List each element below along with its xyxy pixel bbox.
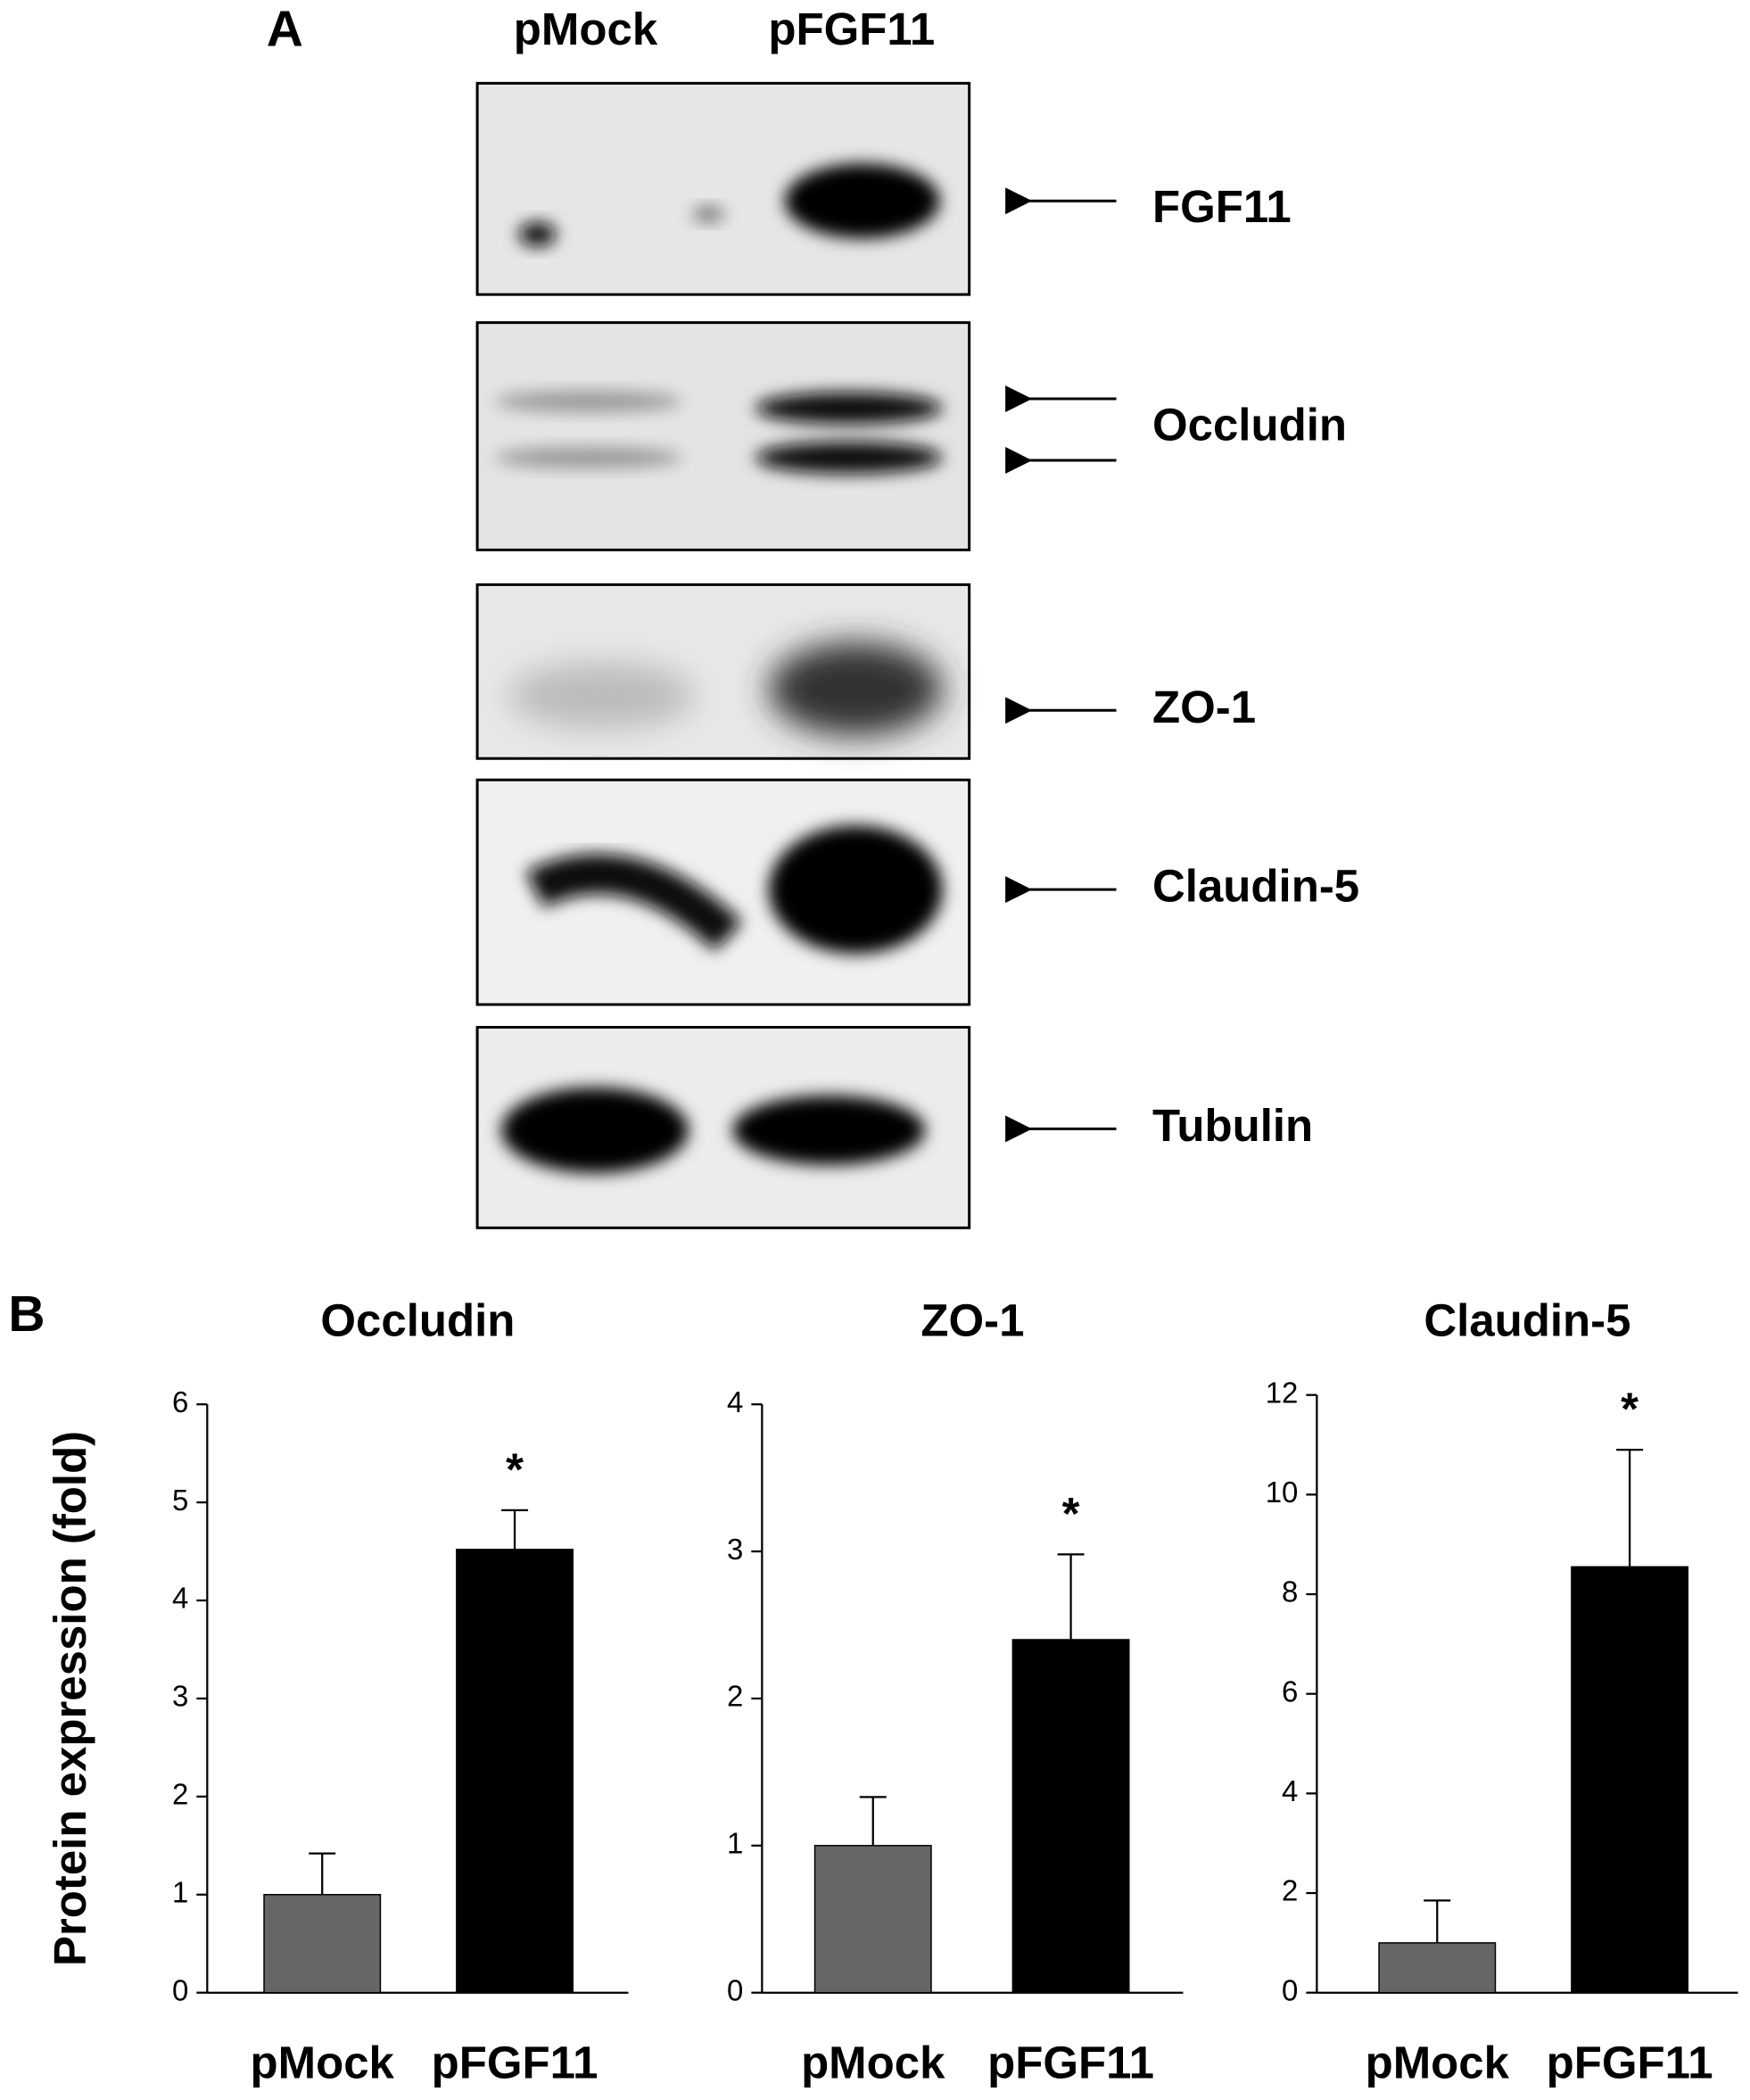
bar: [263, 1894, 382, 1994]
band-label: Tubulin: [1152, 1100, 1313, 1151]
error-bar: [1057, 1553, 1085, 1640]
band: [501, 1087, 689, 1173]
panel-label: A: [267, 0, 303, 57]
x-tick-label: pFGF11: [1547, 2038, 1713, 2088]
significance-mark: *: [1621, 1384, 1639, 1434]
x-tick-label: pFGF11: [987, 2038, 1154, 2088]
y-tick-label: 6: [1282, 1674, 1298, 1707]
x-tick-label: pMock: [801, 2038, 945, 2088]
chart-title: ZO-1: [920, 1295, 1024, 1346]
band-label: FGF11: [1152, 181, 1292, 232]
band: [494, 447, 682, 468]
y-tick-label: 0: [172, 1973, 188, 2006]
y-tick-label: 3: [172, 1680, 188, 1713]
bar: [813, 1845, 932, 1994]
y-tick-label: 4: [727, 1385, 743, 1418]
band-label: ZO-1: [1152, 682, 1256, 732]
bar: [1011, 1639, 1130, 1994]
chart-title: Claudin-5: [1424, 1295, 1630, 1346]
y-tick-label: 1: [172, 1875, 188, 1908]
y-tick-label: 0: [1282, 1973, 1298, 2006]
lane-label: pFGF11: [768, 4, 935, 54]
x-tick-label: pMock: [251, 2038, 395, 2088]
x-tick-label: pMock: [1366, 2038, 1510, 2088]
y-tick-label: 10: [1266, 1476, 1299, 1509]
band: [755, 442, 943, 474]
error-bar: [501, 1509, 529, 1550]
error-bar: [1616, 1448, 1644, 1567]
chart-title: Occludin: [320, 1295, 515, 1346]
lane-label: pMock: [514, 4, 658, 54]
band-label: Occludin: [1152, 400, 1347, 451]
y-axis-label: Protein expression (fold): [45, 1431, 95, 1966]
y-tick-label: 1: [727, 1827, 743, 1860]
significance-mark: *: [506, 1443, 524, 1494]
error-bar: [859, 1796, 887, 1846]
y-tick-label: 3: [727, 1533, 743, 1566]
bar: [1378, 1942, 1497, 1994]
y-tick-label: 4: [1282, 1774, 1298, 1807]
band: [494, 391, 682, 413]
band: [518, 222, 557, 247]
y-tick-label: 2: [727, 1680, 743, 1713]
band-label: Claudin-5: [1152, 861, 1359, 912]
band: [525, 854, 743, 952]
band: [768, 641, 943, 736]
band: [768, 825, 943, 955]
y-tick-label: 2: [1282, 1874, 1298, 1907]
bar: [456, 1549, 574, 1994]
blot-panel: [475, 321, 971, 551]
y-tick-label: 8: [1282, 1575, 1298, 1608]
arrows: [1005, 187, 1117, 1143]
y-tick-label: 5: [172, 1484, 188, 1517]
band: [692, 206, 725, 223]
panel-label: B: [8, 1286, 45, 1343]
band: [508, 662, 696, 730]
band: [784, 163, 940, 239]
x-tick-label: pFGF11: [432, 2038, 598, 2088]
error-bar: [309, 1852, 336, 1895]
y-tick-label: 4: [172, 1582, 188, 1615]
error-bar: [1424, 1899, 1451, 1943]
band: [732, 1095, 926, 1165]
significance-mark: *: [1062, 1488, 1080, 1539]
y-tick-label: 2: [172, 1778, 188, 1811]
y-tick-label: 6: [172, 1385, 188, 1418]
blot: [475, 81, 971, 1229]
y-tick-label: 12: [1266, 1376, 1299, 1409]
bar: [1571, 1566, 1689, 1994]
y-tick-label: 0: [727, 1973, 743, 2006]
band: [755, 392, 943, 425]
